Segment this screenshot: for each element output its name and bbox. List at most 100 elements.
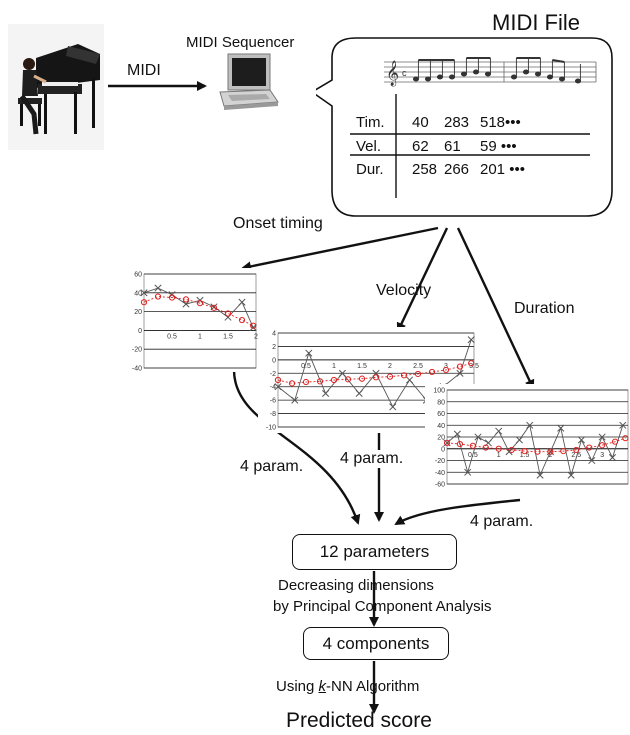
measured-point xyxy=(495,427,503,435)
measured-point xyxy=(154,284,162,292)
y-tick-label: 20 xyxy=(437,435,445,442)
fit-point xyxy=(586,444,593,451)
measured-point xyxy=(619,421,627,429)
x-tick-label: 3.5 xyxy=(469,363,479,370)
y-tick-label: 60 xyxy=(437,411,445,418)
fit-point xyxy=(428,368,436,376)
measured-point xyxy=(608,454,617,462)
y-tick-label: -6 xyxy=(270,398,276,405)
midi-cell: 59 ••• xyxy=(480,138,517,155)
fit-point xyxy=(386,373,394,380)
midi-cell: 201 ••• xyxy=(480,161,525,178)
measured-point xyxy=(467,336,475,344)
x-tick-label: 0.5 xyxy=(167,333,177,340)
pianist-image xyxy=(8,24,104,150)
y-tick-label: 40 xyxy=(134,290,142,297)
measured-point xyxy=(355,389,363,397)
fit-point xyxy=(469,442,476,449)
measured-point xyxy=(389,403,397,411)
fit-point xyxy=(456,440,464,448)
pca-line-1: Decreasing dimensions xyxy=(278,577,434,594)
measured-point xyxy=(456,369,464,377)
y-tick-label: -40 xyxy=(132,366,142,373)
measured-point xyxy=(238,298,246,306)
knn-label: Using k-NN Algorithm xyxy=(276,678,419,695)
measured-point xyxy=(557,424,565,432)
measured-point xyxy=(322,389,330,397)
music-score: 𝄞 c xyxy=(384,52,598,92)
measured-point xyxy=(453,430,461,438)
fit-point xyxy=(443,439,451,446)
fit-point xyxy=(316,378,324,385)
measured-point xyxy=(338,369,346,377)
measured-point xyxy=(406,376,414,384)
y-tick-label: -8 xyxy=(270,411,276,418)
fit-point xyxy=(482,444,489,451)
y-tick-label: 0 xyxy=(138,328,142,335)
x-tick-label: 1 xyxy=(332,363,336,370)
midi-cell: 61 xyxy=(444,138,461,155)
laptop-icon xyxy=(214,50,280,116)
midi-cell: 62 xyxy=(412,138,429,155)
midi-cell: 518••• xyxy=(480,114,521,131)
y-tick-label: -60 xyxy=(435,482,445,489)
pca-line-2: by Principal Component Analysis xyxy=(273,598,492,615)
fit-point xyxy=(372,374,380,381)
predicted-score: Predicted score xyxy=(286,709,432,732)
twelve-parameters-box: 12 parameters xyxy=(292,534,457,570)
onset-chart-svg: 60 40 20 0 -20 -40 0.5 1 1.5 2 xyxy=(132,272,258,373)
x-tick-label: 2.5 xyxy=(413,363,423,370)
measured-point xyxy=(526,421,534,429)
knn-suffix: -NN Algorithm xyxy=(326,678,420,695)
fit-series-line xyxy=(277,362,472,384)
y-tick-label: 40 xyxy=(437,423,445,430)
onset-chart: 60 40 20 0 -20 -40 0.5 1 1.5 2 xyxy=(118,268,260,372)
fit-point xyxy=(456,363,464,370)
y-tick-label: -10 xyxy=(266,425,276,432)
measured-point xyxy=(464,468,472,476)
measured-point xyxy=(598,433,606,441)
x-tick-label: 1 xyxy=(497,452,501,459)
fit-point xyxy=(196,300,204,307)
measured-point xyxy=(305,349,313,357)
knn-prefix: Using xyxy=(276,678,319,695)
y-tick-label: -20 xyxy=(132,347,142,354)
fit-point xyxy=(140,299,148,306)
midi-cell: 258 xyxy=(412,161,438,178)
measured-point xyxy=(577,436,586,444)
fit-point xyxy=(534,448,541,455)
midi-row-label: Dur. xyxy=(356,161,384,178)
measured-point xyxy=(140,289,148,297)
y-tick-label: -2 xyxy=(270,371,276,378)
measured-point xyxy=(588,456,596,465)
y-tick-label: 80 xyxy=(437,399,445,406)
x-tick-label: 2 xyxy=(548,452,552,459)
duration-label: Duration xyxy=(514,300,575,317)
fit-point xyxy=(250,322,257,329)
midi-table-lines xyxy=(350,94,600,198)
onset-arrow xyxy=(241,226,439,272)
fit-point xyxy=(224,310,232,317)
midi-cell: 266 xyxy=(444,161,470,178)
fit-point xyxy=(182,296,190,303)
midi-file-bubble xyxy=(316,37,613,217)
measured-point xyxy=(567,471,575,479)
fit-point xyxy=(547,448,554,455)
x-tick-label: 1.5 xyxy=(520,452,530,459)
onset-param-label: 4 param. xyxy=(240,458,304,475)
fit-point xyxy=(611,438,619,445)
knn-k: k xyxy=(318,678,327,695)
fit-point xyxy=(358,375,366,382)
x-tick-label: 1.5 xyxy=(223,333,233,340)
midi-row-label: Tim. xyxy=(356,114,385,131)
velocity-param-label: 4 param. xyxy=(340,450,404,468)
midi-cell: 40 xyxy=(412,114,429,131)
duration-chart: 100 80 60 40 20 0 -20 -40 -60 0.5 1 1.5 2 2.5 3 xyxy=(425,384,630,490)
fit-series-line xyxy=(143,296,254,327)
fit-point xyxy=(442,366,450,374)
x-tick-label: 2.5 xyxy=(571,452,581,459)
fit-point xyxy=(344,376,352,383)
fit-point xyxy=(573,446,580,454)
midi-cell: 283 xyxy=(444,114,470,131)
